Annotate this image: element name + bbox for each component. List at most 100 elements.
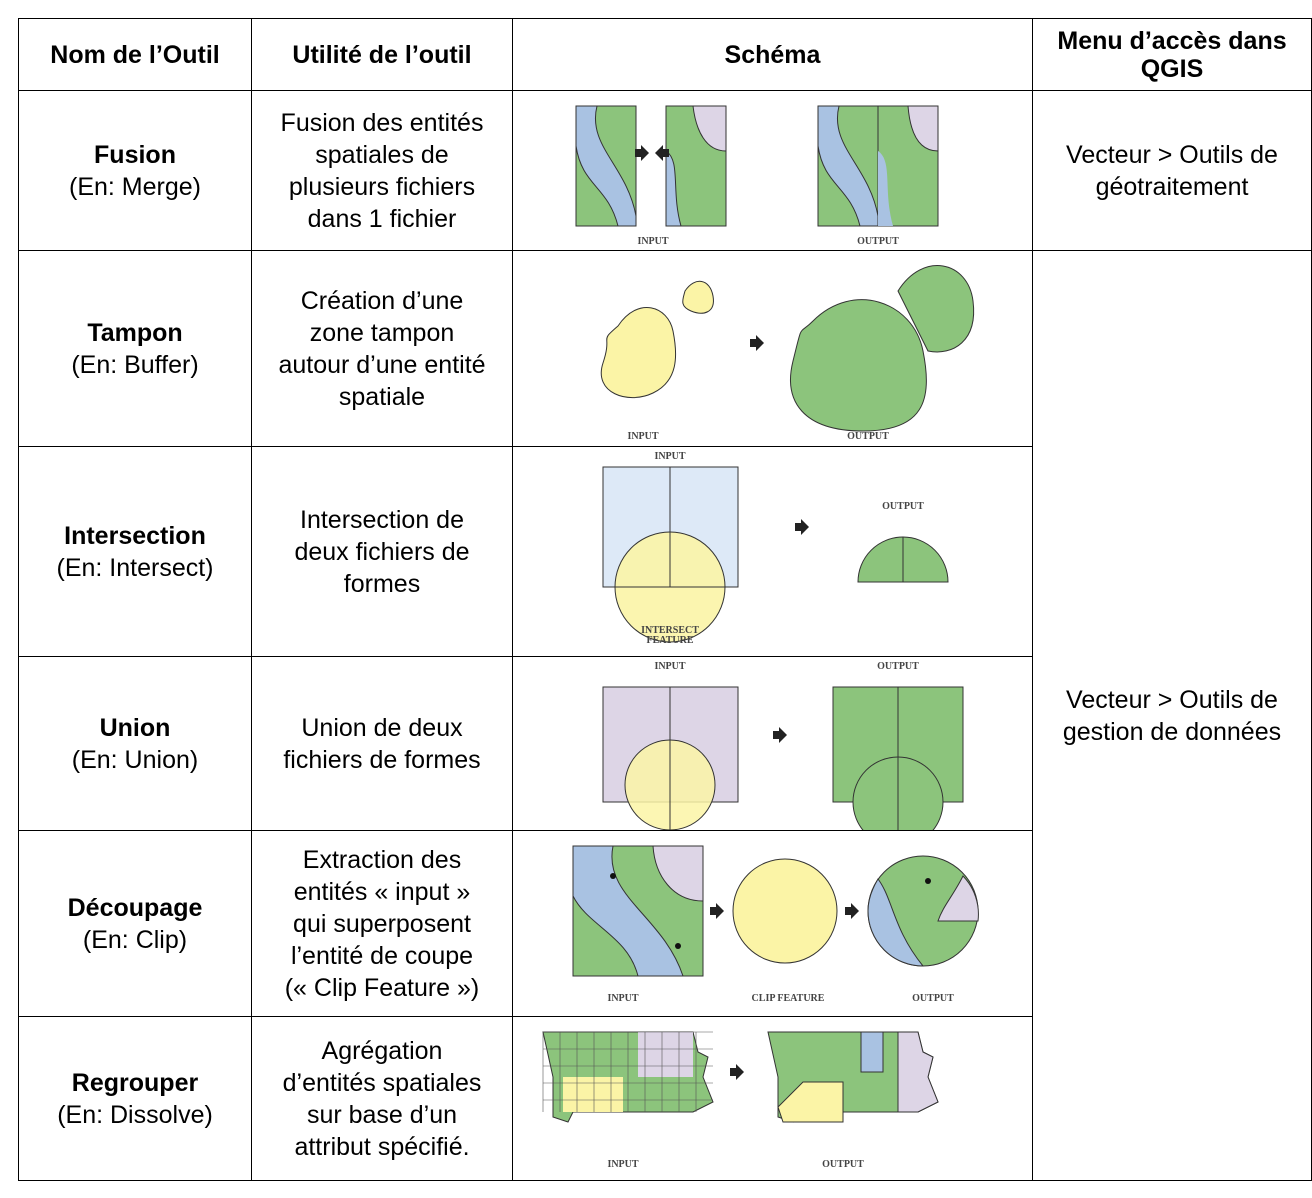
use-line: fichiers de formes bbox=[283, 745, 481, 774]
use-line: spatiale bbox=[338, 382, 426, 411]
menu-line: Vecteur > Outils de bbox=[1066, 140, 1278, 169]
name-cell: Regrouper (En: Dissolve) bbox=[18, 1016, 252, 1181]
use-line: dans 1 fichier bbox=[307, 204, 457, 233]
schema: INPUT CLIP FEATURE OUTPUT bbox=[572, 845, 979, 1004]
schema-label: CLIP FEATURE bbox=[752, 993, 825, 1004]
schema-label: INPUT bbox=[627, 431, 658, 442]
schema-cell: INPUT OUTPUT bbox=[512, 90, 1033, 251]
schema-cell: INPUT OUTPUT bbox=[512, 1016, 1033, 1181]
tool-name: Tampon bbox=[87, 318, 183, 347]
shape bbox=[563, 1077, 623, 1112]
tool-english: (En: Clip) bbox=[82, 925, 188, 954]
name-cell: Union (En: Union) bbox=[18, 656, 252, 831]
use-line: autour d’une entité bbox=[278, 350, 486, 379]
menu-line: Vecteur > Outils de bbox=[1066, 685, 1278, 714]
menu-cell: Vecteur > Outils de géotraitement bbox=[1032, 90, 1312, 251]
tool-name: Union bbox=[99, 713, 171, 742]
header-cell: Nom de l’Outil bbox=[18, 18, 252, 91]
shape bbox=[692, 105, 727, 152]
shape bbox=[907, 105, 939, 152]
schema-label: OUTPUT bbox=[847, 431, 889, 442]
use-line: Fusion des entités bbox=[280, 108, 484, 137]
use-line: attribut spécifié. bbox=[294, 1132, 470, 1161]
tool-english: (En: Buffer) bbox=[71, 350, 199, 379]
use-line: deux fichiers de bbox=[294, 537, 470, 566]
use-line: Agrégation bbox=[321, 1036, 443, 1065]
menu-cell: Vecteur > Outils de gestion de données bbox=[1032, 250, 1312, 1181]
use-line: entités « input » bbox=[293, 877, 471, 906]
shape bbox=[652, 845, 704, 902]
arrow bbox=[773, 727, 787, 743]
tool-english: (En: Merge) bbox=[69, 172, 201, 201]
tool-name: Intersection bbox=[64, 521, 206, 550]
use-line: Création d’une bbox=[300, 286, 464, 315]
shape bbox=[572, 845, 684, 977]
shape bbox=[878, 151, 893, 226]
arrow bbox=[710, 903, 724, 919]
schema-label: INPUT bbox=[654, 451, 685, 462]
tool-name: Regrouper bbox=[71, 1068, 199, 1097]
shape bbox=[610, 873, 616, 879]
use-cell: Fusion des entités spatiales de plusieurs … bbox=[251, 90, 513, 251]
schema-label: OUTPUT bbox=[882, 501, 924, 512]
arrow bbox=[655, 145, 669, 161]
use-line: Extraction des bbox=[302, 845, 462, 874]
use-line: zone tampon bbox=[309, 318, 455, 347]
tool-english: (En: Union) bbox=[71, 745, 199, 774]
schema: INPUT OUTPUT bbox=[542, 1031, 939, 1170]
shape bbox=[897, 265, 975, 353]
use-line: formes bbox=[343, 569, 421, 598]
schema-label: INPUT bbox=[637, 236, 668, 247]
name-cell: Découpage (En: Clip) bbox=[18, 830, 252, 1017]
use-line: sur base d’un bbox=[306, 1100, 458, 1129]
tool-english: (En: Dissolve) bbox=[57, 1100, 213, 1129]
header-text: QGIS bbox=[1140, 54, 1204, 83]
schema-cell: INPUT OUTPUT bbox=[512, 250, 1033, 447]
use-cell: Création d’une zone tampon autour d’une en… bbox=[251, 250, 513, 447]
header-text: Menu d’accès dans bbox=[1057, 26, 1287, 55]
use-line: qui superposent bbox=[293, 909, 471, 938]
shape bbox=[682, 281, 714, 314]
schema-cell: INPUT CLIP FEATURE OUTPUT bbox=[512, 830, 1033, 1017]
name-cell: Fusion (En: Merge) bbox=[18, 90, 252, 251]
tool-english: (En: Intersect) bbox=[56, 553, 214, 582]
shape bbox=[600, 307, 677, 398]
schema-label: INPUT bbox=[607, 1159, 638, 1170]
arrow bbox=[845, 903, 859, 919]
shape bbox=[937, 875, 979, 922]
menu-line: gestion de données bbox=[1062, 717, 1282, 746]
tool-name: Découpage bbox=[67, 893, 203, 922]
schema-label: FEATURE bbox=[646, 635, 693, 646]
shape bbox=[897, 1031, 939, 1113]
arrow bbox=[635, 145, 649, 161]
schema-label: OUTPUT bbox=[912, 993, 954, 1004]
arrow bbox=[750, 335, 764, 351]
shape bbox=[790, 299, 927, 432]
shape bbox=[925, 878, 931, 884]
use-line: (« Clip Feature ») bbox=[284, 973, 480, 1002]
schema: INPUT OUTPUT bbox=[600, 265, 975, 442]
header-text: Schéma bbox=[724, 40, 821, 69]
use-cell: Union de deux fichiers de formes bbox=[251, 656, 513, 831]
schema-cell: INPUT OUTPUT INTERSECT FEATURE bbox=[512, 446, 1033, 657]
schema-label: INPUT bbox=[607, 993, 638, 1004]
header-cell: Utilité de l’outil bbox=[251, 18, 513, 91]
use-line: spatiales de bbox=[315, 140, 449, 169]
name-cell: Intersection (En: Intersect) bbox=[18, 446, 252, 657]
shape bbox=[638, 1032, 693, 1077]
shape bbox=[675, 943, 681, 949]
menu-line: géotraitement bbox=[1095, 172, 1249, 201]
shape bbox=[867, 878, 925, 967]
use-cell: Intersection de deux fichiers de formes bbox=[251, 446, 513, 657]
use-cell: Extraction des entités « input » qui super… bbox=[251, 830, 513, 1017]
tool-name: Fusion bbox=[94, 140, 176, 169]
schema: INPUT OUTPUT bbox=[602, 661, 964, 831]
use-line: d’entités spatiales bbox=[282, 1068, 482, 1097]
schema-label: OUTPUT bbox=[822, 1159, 864, 1170]
shape bbox=[732, 858, 838, 964]
shape bbox=[860, 1031, 884, 1073]
shape bbox=[575, 105, 637, 227]
schema-label: INPUT bbox=[654, 661, 685, 672]
schema: INPUT OUTPUT bbox=[575, 105, 939, 247]
